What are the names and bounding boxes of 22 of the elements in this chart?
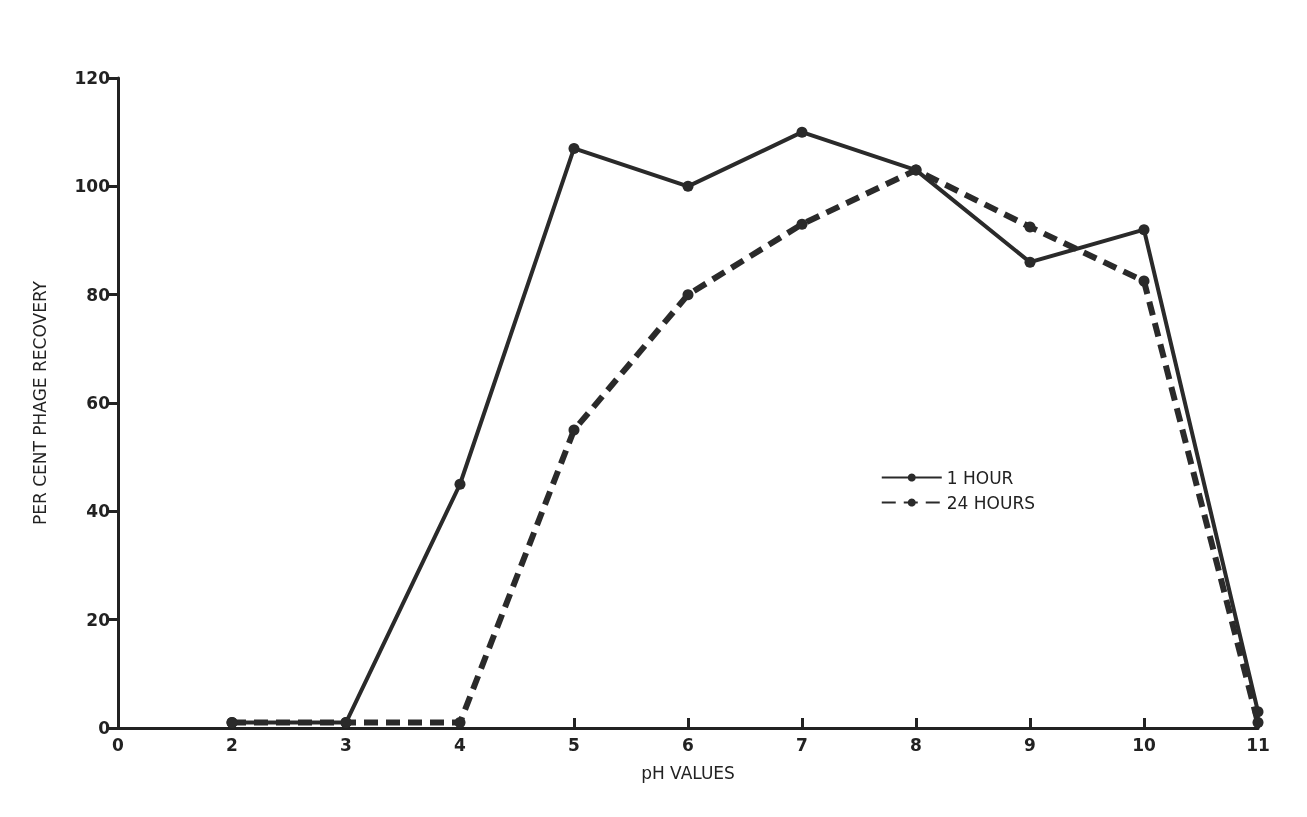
- x-tick-label: 4: [454, 734, 467, 755]
- x-axis-title: pH VALUES: [641, 762, 735, 783]
- x-tick-label: 6: [682, 734, 694, 755]
- x-tick-label: 2: [226, 734, 238, 755]
- y-tick-label: 60: [86, 393, 111, 413]
- x-tick-label: 5: [568, 734, 580, 755]
- x-tick-label: 3: [340, 734, 352, 755]
- legend-label: 1 HOUR: [946, 467, 1014, 488]
- x-tick-label: 11: [1246, 734, 1270, 755]
- x-tick-label: 8: [910, 734, 922, 755]
- x-tick-label: 9: [1024, 734, 1036, 755]
- legend-label: 24 HOURS: [946, 492, 1035, 513]
- y-tick-label: 120: [74, 68, 111, 88]
- x-tick-label: 7: [796, 734, 808, 755]
- y-axis-title: PER CENT PHAGE RECOVERY: [29, 280, 50, 525]
- x-tick-label: 10: [1132, 734, 1156, 755]
- x-tick-label: 0: [112, 734, 125, 755]
- y-tick-label: 20: [86, 609, 111, 630]
- y-tick-label: 80: [86, 284, 111, 305]
- y-tick-label: 0: [98, 718, 111, 738]
- y-tick-label: 40: [86, 501, 111, 522]
- y-tick-label: 100: [74, 176, 111, 197]
